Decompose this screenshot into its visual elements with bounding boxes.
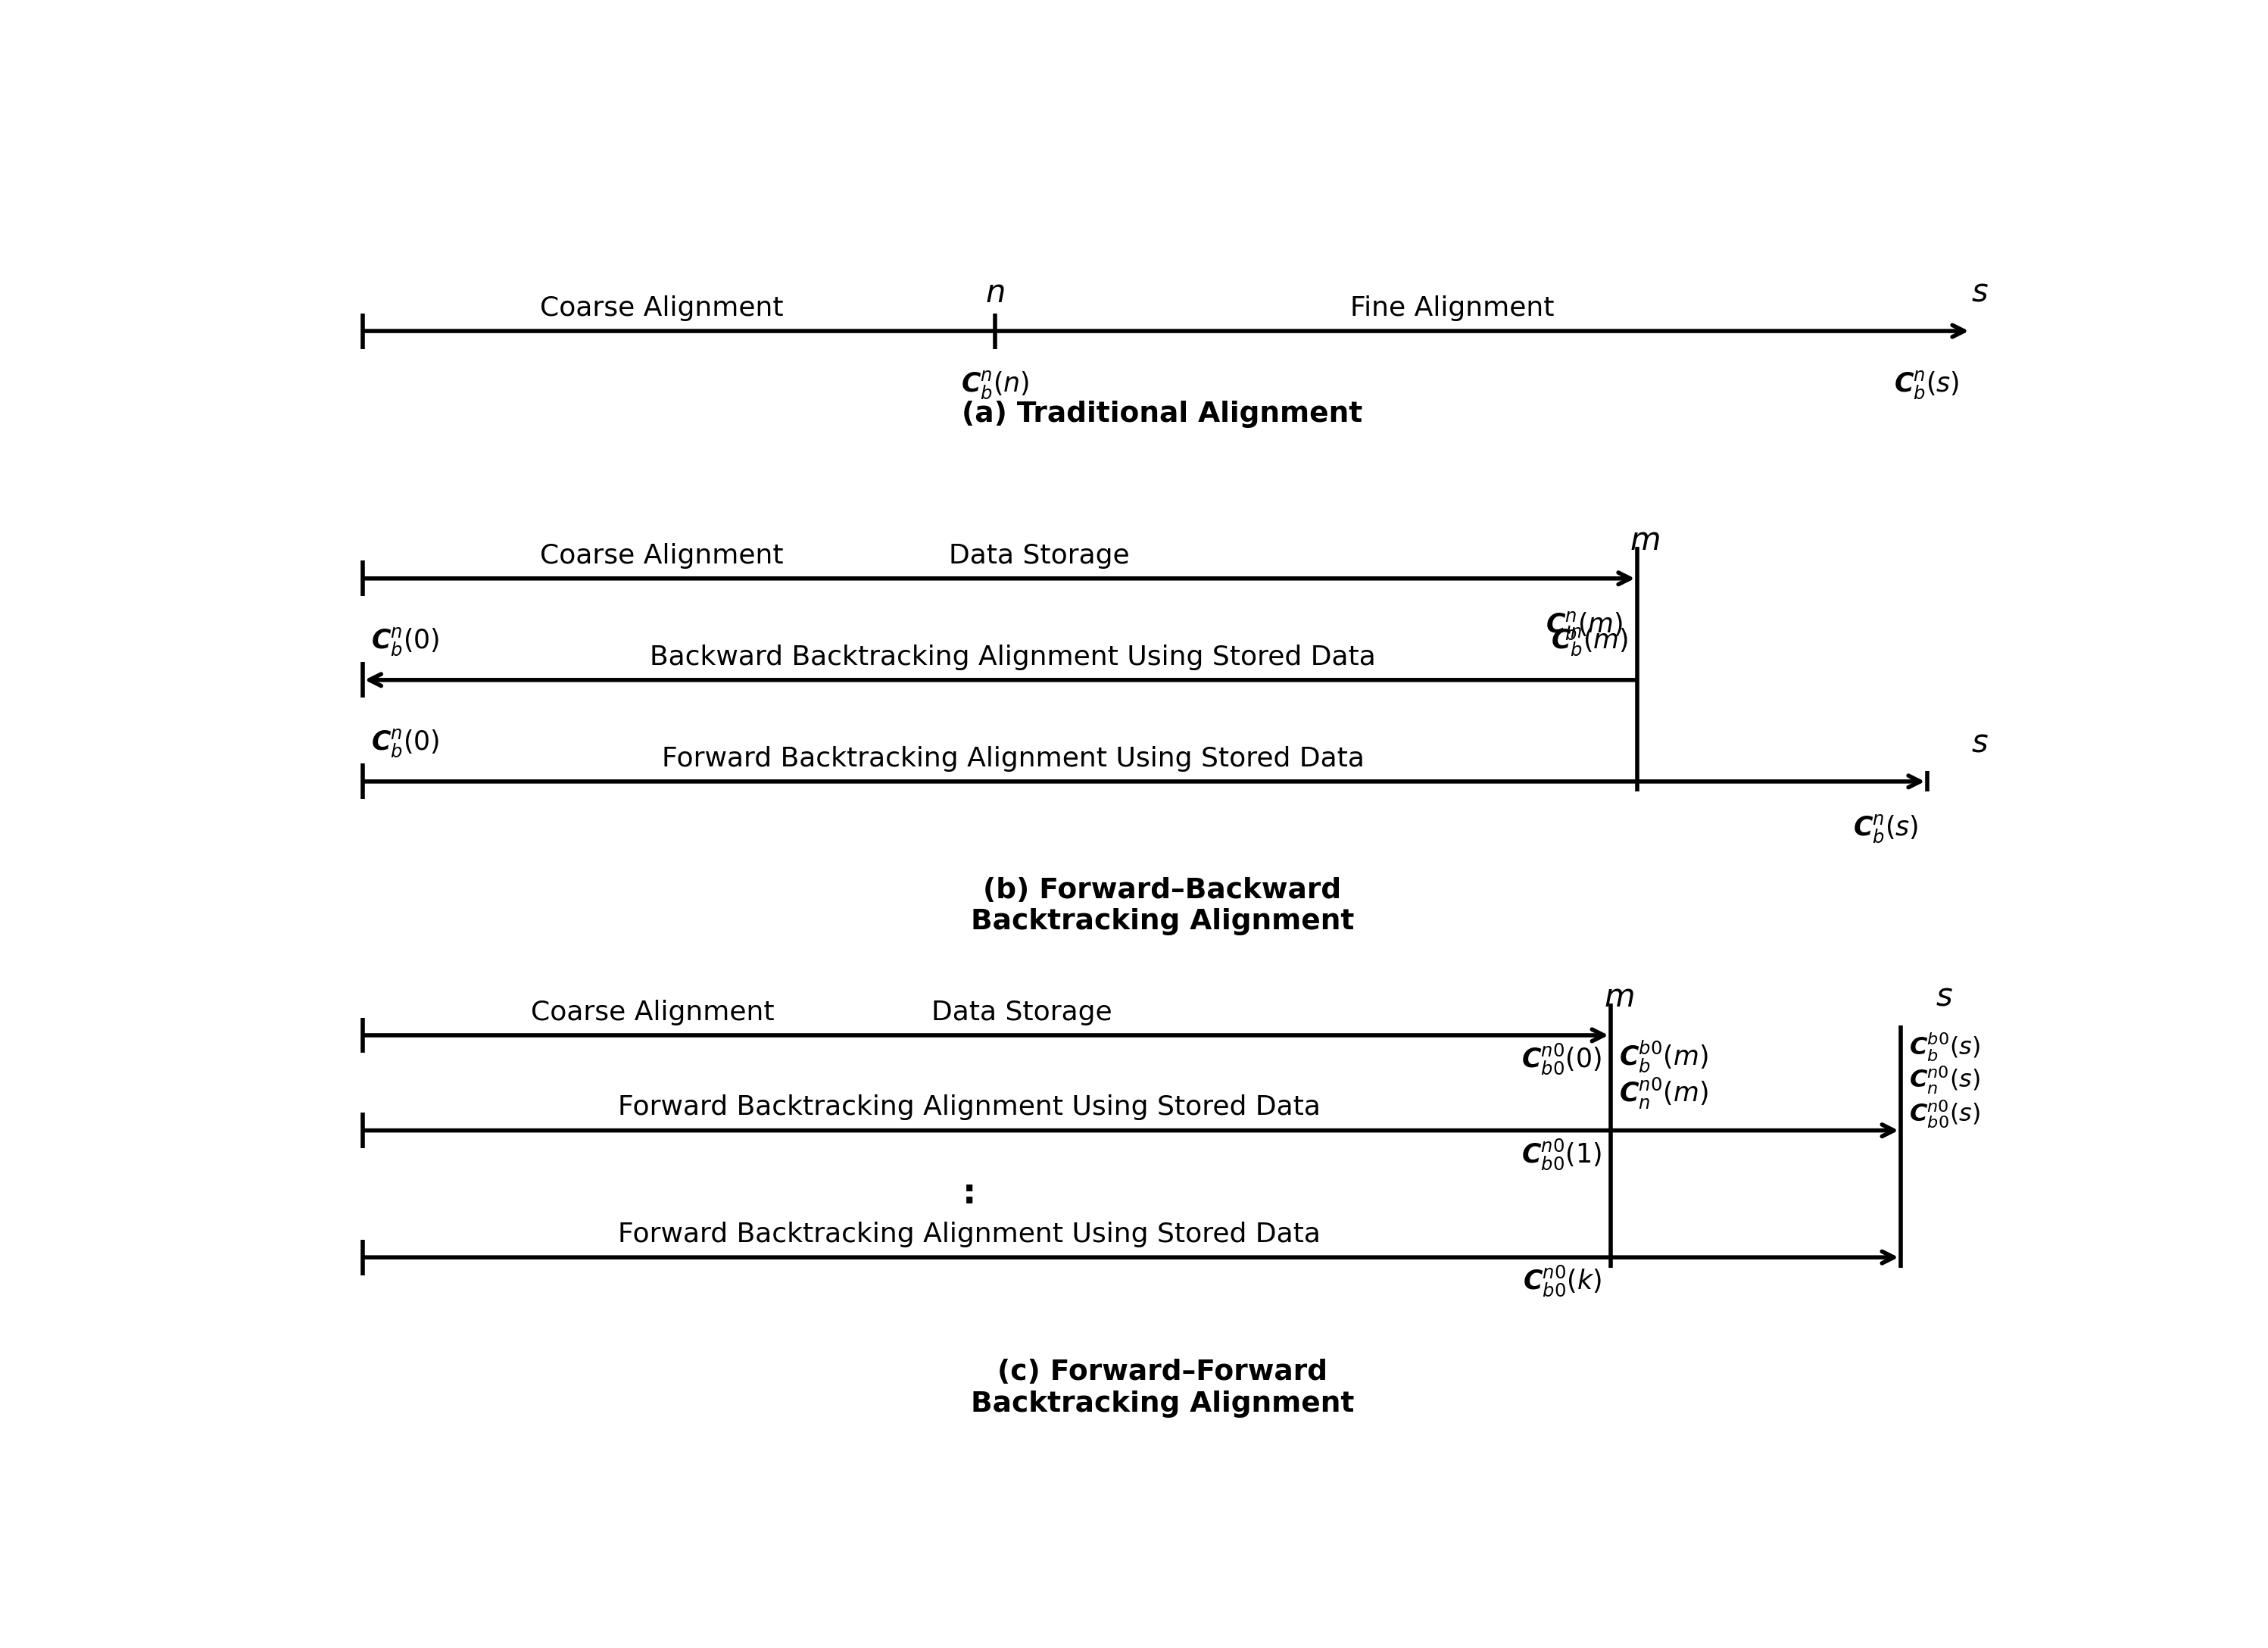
Text: m: m [1603,981,1635,1014]
Text: $\boldsymbol{C}_{b0}^{n0}(s)$: $\boldsymbol{C}_{b0}^{n0}(s)$ [1910,1099,1980,1131]
Text: $\boldsymbol{C}_b^n(0)$: $\boldsymbol{C}_b^n(0)$ [372,727,440,758]
Text: $\boldsymbol{C}_b^{b0}(s)$: $\boldsymbol{C}_b^{b0}(s)$ [1910,1032,1980,1063]
Text: $\boldsymbol{C}_b^n(s)$: $\boldsymbol{C}_b^n(s)$ [1853,812,1919,844]
Text: Coarse Alignment: Coarse Alignment [540,542,782,569]
Text: $\boldsymbol{C}_b^n(n)$: $\boldsymbol{C}_b^n(n)$ [962,369,1030,400]
Text: $\boldsymbol{C}_n^{n0}(s)$: $\boldsymbol{C}_n^{n0}(s)$ [1910,1065,1980,1096]
Text: $\boldsymbol{C}_{b0}^{n0}(k)$: $\boldsymbol{C}_{b0}^{n0}(k)$ [1524,1264,1601,1299]
Text: Forward Backtracking Alignment Using Stored Data: Forward Backtracking Alignment Using Sto… [617,1094,1320,1121]
Text: Fine Alignment: Fine Alignment [1349,295,1554,321]
Text: n: n [984,277,1005,308]
Text: $\boldsymbol{C}_b^n(m)$: $\boldsymbol{C}_b^n(m)$ [1545,610,1624,641]
Text: (b) Forward–Backward
Backtracking Alignment: (b) Forward–Backward Backtracking Alignm… [971,877,1354,936]
Text: $\boldsymbol{C}_{b0}^{n0}(0)$: $\boldsymbol{C}_{b0}^{n0}(0)$ [1522,1042,1601,1076]
Text: (a) Traditional Alignment: (a) Traditional Alignment [962,400,1363,428]
Text: Backward Backtracking Alignment Using Stored Data: Backward Backtracking Alignment Using St… [651,644,1377,671]
Text: $\boldsymbol{C}_n^{n0}(m)$: $\boldsymbol{C}_n^{n0}(m)$ [1619,1076,1708,1111]
Text: Coarse Alignment: Coarse Alignment [540,295,782,321]
Text: Coarse Alignment: Coarse Alignment [531,1000,773,1025]
Text: $\boldsymbol{C}_b^n(s)$: $\boldsymbol{C}_b^n(s)$ [1894,369,1960,400]
Text: $\boldsymbol{C}_b^n(0)$: $\boldsymbol{C}_b^n(0)$ [372,626,440,658]
Text: Forward Backtracking Alignment Using Stored Data: Forward Backtracking Alignment Using Sto… [617,1221,1320,1248]
Text: $\boldsymbol{C}_b^{b0}(m)$: $\boldsymbol{C}_b^{b0}(m)$ [1619,1040,1708,1074]
Text: $\boldsymbol{C}_{b0}^{n0}(1)$: $\boldsymbol{C}_{b0}^{n0}(1)$ [1522,1137,1601,1172]
Text: $\boldsymbol{C}_b^n(m)$: $\boldsymbol{C}_b^n(m)$ [1551,626,1628,658]
Text: s: s [1937,981,1953,1014]
Text: Forward Backtracking Alignment Using Stored Data: Forward Backtracking Alignment Using Sto… [662,747,1365,771]
Text: s: s [1971,277,1987,308]
Text: :: : [962,1177,975,1211]
Text: s: s [1971,727,1987,760]
Text: Data Storage: Data Storage [948,542,1129,569]
Text: m: m [1631,524,1660,557]
Text: (c) Forward–Forward
Backtracking Alignment: (c) Forward–Forward Backtracking Alignme… [971,1360,1354,1417]
Text: Data Storage: Data Storage [932,1000,1111,1025]
